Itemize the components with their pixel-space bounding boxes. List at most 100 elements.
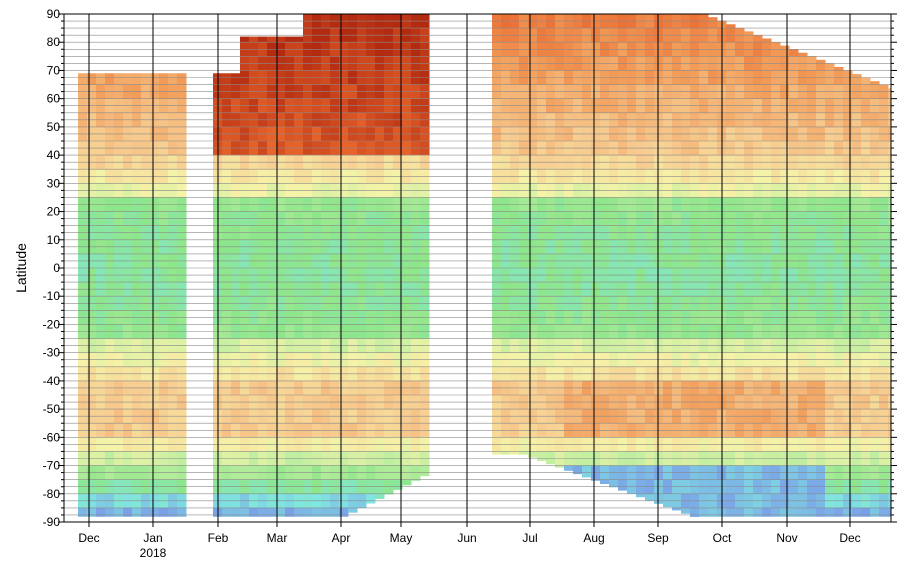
heatmap-cell: [708, 17, 718, 29]
heatmap-cell: [330, 507, 340, 517]
heatmap-cell: [609, 479, 619, 488]
heatmap-cell: [285, 36, 295, 43]
heatmap-cell: [834, 507, 844, 517]
heatmap-cell: [816, 507, 826, 517]
heatmap-cell: [762, 507, 772, 517]
heatmap-cell: [240, 36, 250, 43]
x-tick-year-label: 2018: [140, 546, 167, 560]
heatmap-cell: [546, 451, 556, 465]
heatmap-cell: [159, 73, 169, 85]
heatmap-cell: [789, 507, 799, 517]
heatmap-cell: [870, 81, 880, 85]
heatmap-cell: [825, 63, 835, 71]
heatmap-cell: [150, 73, 160, 85]
heatmap-cell: [762, 38, 772, 43]
heatmap-cell: [375, 493, 385, 499]
heatmap-cell: [222, 73, 232, 85]
heatmap-cell: [96, 73, 106, 85]
heatmap-cell: [726, 24, 736, 29]
heatmap-cell: [744, 507, 754, 517]
heatmap-cell: [690, 507, 700, 518]
heatmap-cell: [384, 493, 394, 495]
heatmap-cell: [141, 507, 151, 517]
heatmap-cell: [258, 36, 268, 43]
heatmap-cell: [735, 507, 745, 517]
y-tick-label: -90: [43, 515, 61, 529]
heatmap-cell: [681, 507, 691, 514]
heatmap-cell: [861, 507, 871, 517]
heatmap-cell: [105, 507, 115, 517]
heatmap-cells: [78, 14, 891, 518]
heatmap-cell: [582, 465, 592, 478]
x-tick-label: May: [390, 531, 413, 545]
y-tick-label: -10: [43, 289, 61, 303]
y-tick-label: -70: [43, 459, 61, 473]
heatmap-cell: [636, 493, 646, 498]
heatmap-cell: [852, 507, 862, 517]
y-tick-label: -50: [43, 402, 61, 416]
heatmap-cell: [168, 507, 178, 517]
x-tick-label: Jul: [522, 531, 537, 545]
y-axis: 90 80 70 60 50 40 30 20 10 0 -10 -20 -30 -40 -50 -60 -70…: [43, 7, 897, 529]
heatmap-cell: [150, 507, 160, 517]
x-tick-label: Dec: [78, 531, 99, 545]
heatmap-cell: [96, 507, 106, 517]
heatmap-cell: [645, 493, 655, 501]
heatmap-cell: [231, 73, 241, 85]
y-tick-label: 50: [47, 120, 61, 134]
heatmap-cell: [501, 451, 511, 455]
heatmap-cell: [591, 479, 601, 481]
heatmap-cell: [366, 493, 376, 504]
heatmap-cell: [861, 77, 871, 85]
heatmap-cell: [78, 507, 88, 517]
heatmap-cell: [780, 507, 790, 517]
heatmap-cell: [132, 507, 142, 517]
heatmap-cell: [618, 479, 628, 491]
y-tick-label: -60: [43, 430, 61, 444]
heatmap-cell: [807, 507, 817, 517]
heatmap-cell: [141, 73, 151, 85]
heatmap-cell: [303, 507, 313, 517]
heatmap-cell: [564, 465, 574, 471]
x-tick-label: Dec: [839, 531, 860, 545]
heatmap-cell: [87, 507, 97, 517]
heatmap-cell: [672, 507, 682, 511]
heatmap-cell: [600, 479, 610, 485]
heatmap-cell: [753, 507, 763, 517]
x-tick-label: Jan: [143, 531, 162, 545]
heatmap-cell: [258, 507, 268, 517]
y-tick-label: 30: [47, 176, 61, 190]
heatmap-cell: [177, 507, 187, 517]
heatmap-cell: [294, 36, 304, 43]
heatmap-cell: [393, 479, 403, 490]
x-tick-label: Jun: [457, 531, 476, 545]
heatmap-cell: [519, 451, 529, 455]
heatmap-cell: [654, 493, 664, 504]
x-tick-label: Oct: [713, 531, 732, 545]
heatmap-cell: [402, 479, 412, 486]
heatmap-cell: [492, 451, 502, 455]
heatmap-cell: [249, 36, 259, 43]
heatmap-cell: [285, 507, 295, 517]
heatmap-cell: [87, 73, 97, 85]
heatmap-cell: [114, 507, 124, 517]
y-tick-label: -40: [43, 374, 61, 388]
heatmap-cell: [663, 493, 673, 508]
y-axis-title: Latitude: [13, 243, 29, 293]
heatmap-cell: [816, 59, 826, 71]
heatmap-cell: [114, 73, 124, 85]
heatmap-cell: [294, 507, 304, 517]
heatmap-cell: [123, 73, 133, 85]
heatmap-cell: [870, 507, 880, 517]
heatmap-cell: [843, 507, 853, 517]
heatmap-cell: [555, 465, 565, 468]
y-tick-label: -20: [43, 317, 61, 331]
y-tick-label: 20: [47, 205, 61, 219]
x-tick-label: Nov: [776, 531, 797, 545]
heatmap-cell: [699, 507, 709, 517]
heatmap-cell: [231, 507, 241, 517]
y-tick-label: 90: [47, 7, 61, 21]
x-tick-label: Feb: [208, 531, 229, 545]
